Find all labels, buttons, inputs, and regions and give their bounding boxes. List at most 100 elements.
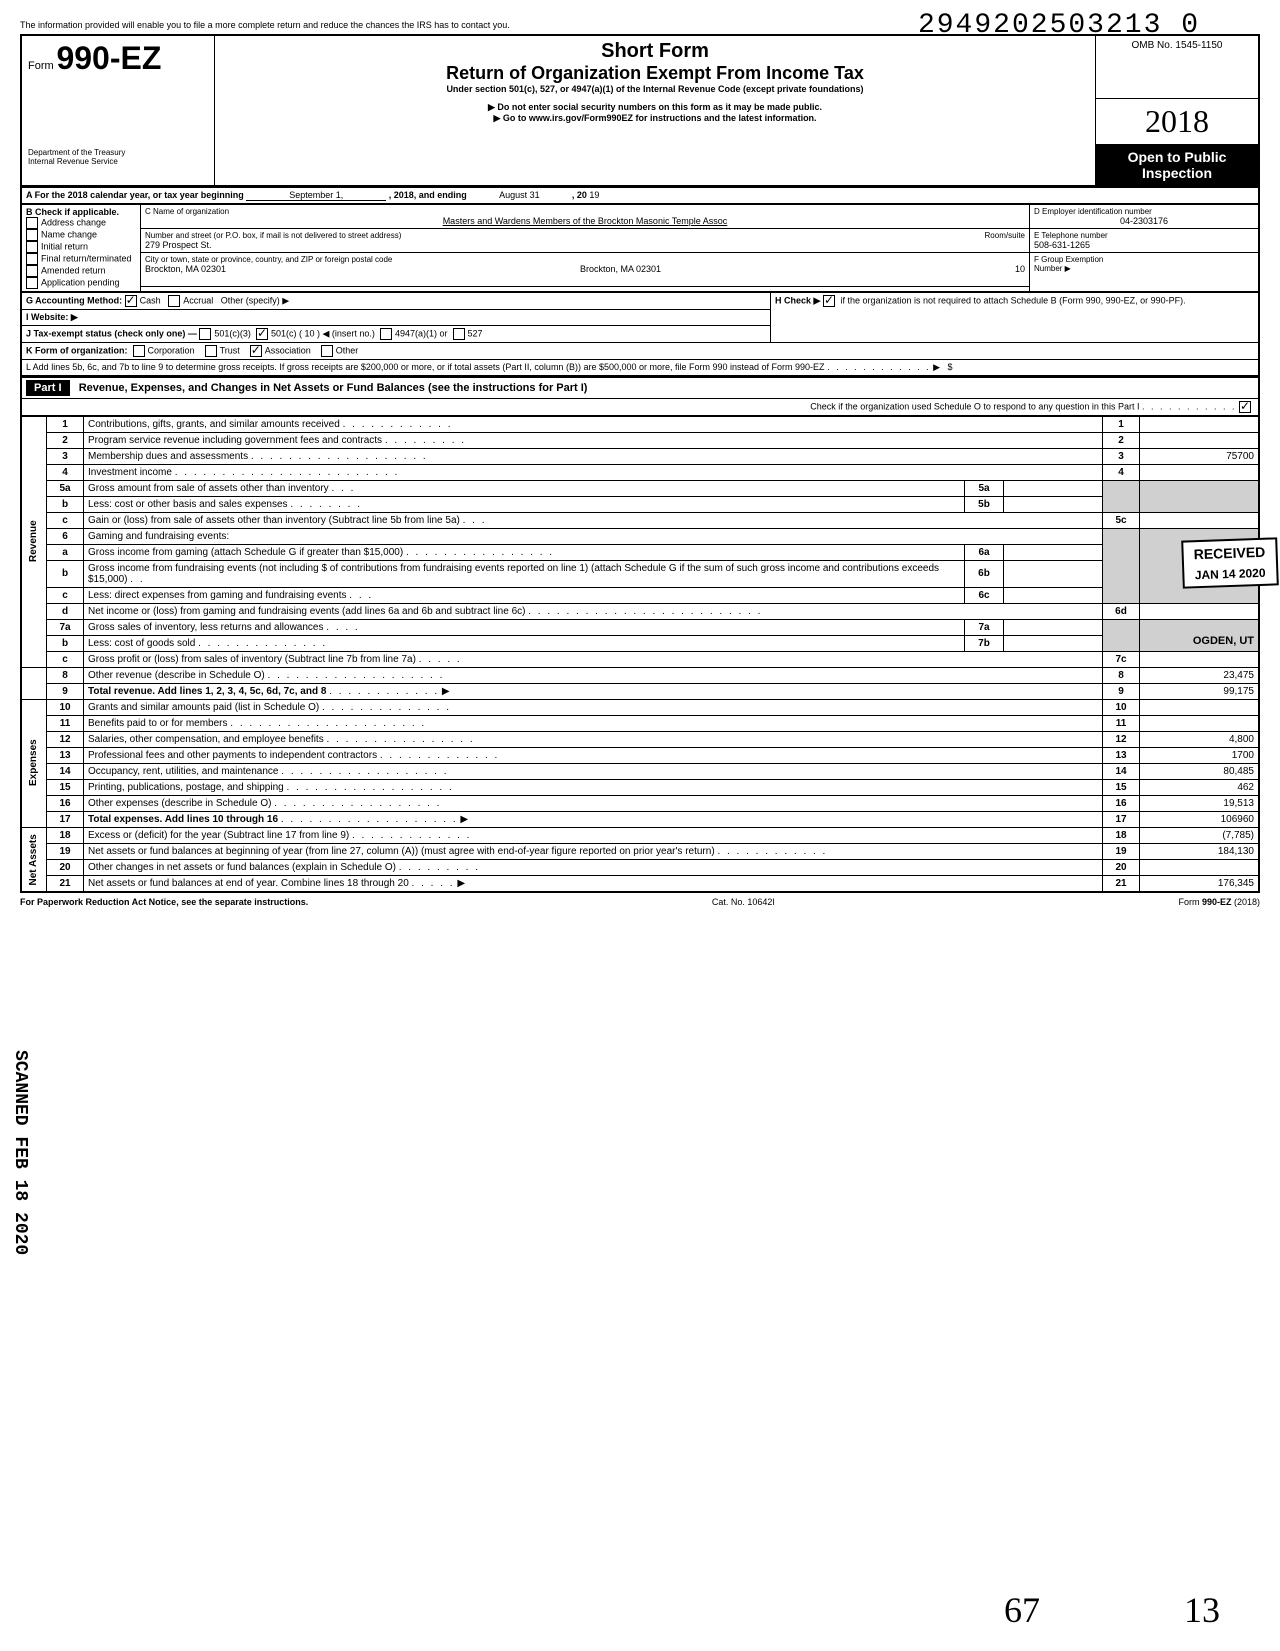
tax-year: 2018 <box>1096 98 1260 144</box>
line-num: 11 <box>47 715 84 731</box>
line-rn: 3 <box>1103 448 1140 464</box>
line-rn: 4 <box>1103 464 1140 480</box>
opt-501c3: 501(c)(3) <box>214 328 251 338</box>
line-rv <box>1140 699 1260 715</box>
line-num: 16 <box>47 795 84 811</box>
opt-corporation: Corporation <box>148 345 195 355</box>
org-info-block: B Check if applicable. Address change Na… <box>20 204 1260 292</box>
checkbox-trust[interactable] <box>205 345 217 357</box>
line-desc: Net income or (loss) from gaming and fun… <box>88 606 525 617</box>
city2: Brockton, MA 02301 <box>580 264 661 274</box>
checkbox-initial-return[interactable] <box>26 241 38 253</box>
part1-header: Part I Revenue, Expenses, and Changes in… <box>20 376 1260 416</box>
line-desc: Occupancy, rent, utilities, and maintena… <box>88 766 278 777</box>
opt-address-change: Address change <box>41 217 106 227</box>
line-desc: Printing, publications, postage, and shi… <box>88 782 284 793</box>
handwritten-67: 67 <box>1004 1589 1040 1631</box>
city: Brockton, MA 02301 <box>145 264 226 274</box>
line-rv: 19,513 <box>1140 795 1260 811</box>
line-rv <box>1140 416 1260 432</box>
line-rv: (7,785) <box>1140 827 1260 843</box>
tax-year-end-month: August 31 <box>469 190 569 200</box>
checkbox-schedule-b[interactable] <box>823 295 835 307</box>
line-rv <box>1140 464 1260 480</box>
checkbox-final-return[interactable] <box>26 253 38 265</box>
line-desc: Less: cost or other basis and sales expe… <box>88 499 288 510</box>
opt-501c-suffix: ) ◀ (insert no.) <box>317 328 375 338</box>
opt-cash: Cash <box>140 295 161 305</box>
line-desc: Gross sales of inventory, less returns a… <box>88 622 323 633</box>
form-label: Form <box>28 60 54 72</box>
line-rn: 17 <box>1103 811 1140 827</box>
line-desc: Program service revenue including govern… <box>88 435 382 446</box>
sub-box: 7a <box>965 619 1004 635</box>
checkbox-527[interactable] <box>453 328 465 340</box>
row-a: A For the 2018 calendar year, or tax yea… <box>20 187 1260 204</box>
line-num: 15 <box>47 779 84 795</box>
form-header: Form 990-EZ Short Form Return of Organiz… <box>20 34 1260 187</box>
line-desc: Excess or (deficit) for the year (Subtra… <box>88 830 349 841</box>
checkbox-application-pending[interactable] <box>26 277 38 289</box>
line-desc: Other expenses (describe in Schedule O) <box>88 798 271 809</box>
line-rv <box>1140 512 1260 528</box>
sub-box: 7b <box>965 635 1004 651</box>
line-desc: Contributions, gifts, grants, and simila… <box>88 419 340 430</box>
row-l-arrow: ▶ <box>933 362 940 372</box>
checkbox-501c[interactable] <box>256 328 268 340</box>
sub-val <box>1004 496 1103 512</box>
ssn-warning: Do not enter social security numbers on … <box>221 102 1089 113</box>
row-f-label2: Number ▶ <box>1034 264 1254 273</box>
row-d-label: D Employer identification number <box>1034 207 1254 216</box>
line-desc: Total expenses. Add lines 10 through 16 <box>88 814 278 825</box>
row-l-text: L Add lines 5b, 6c, and 7b to line 9 to … <box>26 362 825 372</box>
row-a-mid: , 2018, and ending <box>389 190 467 200</box>
footer-mid: Cat. No. 10642I <box>712 897 775 907</box>
return-title: Return of Organization Exempt From Incom… <box>221 63 1089 84</box>
room-label: Room/suite <box>985 231 1025 240</box>
open-to-public: Open to Public Inspection <box>1096 144 1260 186</box>
line-desc: Less: direct expenses from gaming and fu… <box>88 590 346 601</box>
line-rn: 19 <box>1103 843 1140 859</box>
line-rn: 12 <box>1103 731 1140 747</box>
line-num: c <box>47 651 84 667</box>
checkbox-other-org[interactable] <box>321 345 333 357</box>
checkbox-association[interactable] <box>250 345 262 357</box>
checkbox-4947[interactable] <box>380 328 392 340</box>
line-num: 21 <box>47 875 84 892</box>
line-desc: Gross income from gaming (attach Schedul… <box>88 547 403 558</box>
line-rv <box>1140 603 1260 619</box>
line-rn: 8 <box>1103 667 1140 683</box>
line-num: 6 <box>47 528 84 544</box>
netassets-label: Net Assets <box>21 827 47 892</box>
checkbox-amended[interactable] <box>26 265 38 277</box>
line-num: b <box>47 496 84 512</box>
opt-final-return: Final return/terminated <box>41 253 132 263</box>
checkbox-schedule-o[interactable] <box>1239 401 1251 413</box>
row-a-label: A For the 2018 calendar year, or tax yea… <box>26 190 244 200</box>
line-rn: 20 <box>1103 859 1140 875</box>
line-desc: Net assets or fund balances at end of ye… <box>88 878 409 889</box>
tax-year-end: 19 <box>589 190 599 200</box>
checkbox-corporation[interactable] <box>133 345 145 357</box>
line-rv <box>1140 651 1260 667</box>
checkbox-name-change[interactable] <box>26 229 38 241</box>
line-num: 18 <box>47 827 84 843</box>
opt-other-org: Other <box>336 345 359 355</box>
row-i-label: I Website: ▶ <box>26 312 78 322</box>
checkbox-cash[interactable] <box>125 295 137 307</box>
opt-accrual: Accrual <box>183 295 213 305</box>
checkbox-accrual[interactable] <box>168 295 180 307</box>
scanned-stamp: SCANNED FEB 18 2020 <box>10 1050 30 1255</box>
tax-year-begin: September 1, <box>246 190 386 201</box>
sub-val <box>1004 544 1103 560</box>
line-desc: Gaming and fundraising events: <box>84 528 1103 544</box>
checkbox-501c3[interactable] <box>199 328 211 340</box>
sub-box: 6c <box>965 587 1004 603</box>
sub-val <box>1004 619 1103 635</box>
line-rn: 21 <box>1103 875 1140 892</box>
line-num: a <box>47 544 84 560</box>
checkbox-address-change[interactable] <box>26 217 38 229</box>
irs-label: Internal Revenue Service <box>28 157 208 166</box>
footer-left: For Paperwork Reduction Act Notice, see … <box>20 897 308 907</box>
line-rn: 15 <box>1103 779 1140 795</box>
